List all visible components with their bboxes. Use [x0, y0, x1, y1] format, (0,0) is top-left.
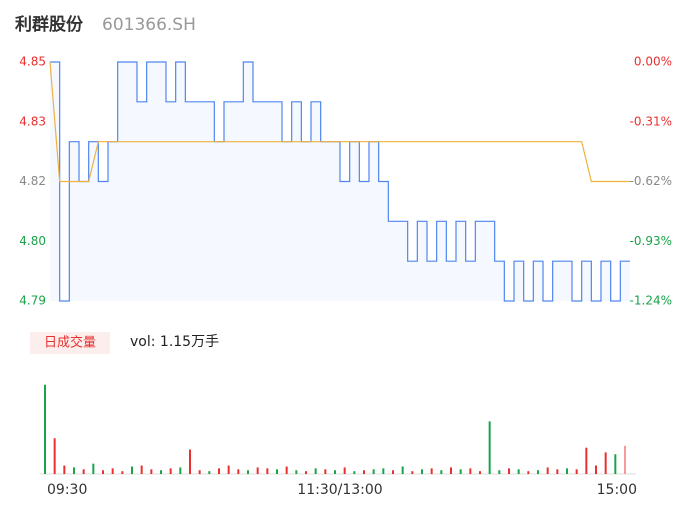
- volume-bar: [517, 469, 520, 474]
- volume-bar: [353, 471, 356, 474]
- volume-bar: [372, 469, 375, 474]
- volume-bar: [411, 471, 414, 474]
- volume-bar: [546, 467, 549, 474]
- volume-bar: [614, 454, 617, 474]
- volume-bar: [430, 468, 433, 474]
- volume-bar: [121, 471, 124, 474]
- volume-bar: [566, 468, 568, 474]
- y-tick-label: 4.85: [19, 55, 46, 69]
- volume-bar: [82, 469, 85, 474]
- y2-tick-label: -1.24%: [630, 294, 672, 308]
- volume-bar: [247, 470, 249, 474]
- volume-bar: [450, 467, 452, 474]
- x-tick-label: 11:30/13:00: [297, 482, 382, 498]
- volume-bar: [488, 421, 491, 474]
- x-tick-label: 09:30: [47, 482, 87, 498]
- volume-bar: [198, 470, 201, 474]
- volume-bar: [111, 468, 114, 474]
- volume-bar: [575, 469, 578, 474]
- volume-bar: [227, 465, 230, 474]
- volume-bar: [343, 467, 346, 474]
- x-tick-label: 15:00: [597, 482, 637, 498]
- volume-bar: [131, 466, 133, 474]
- chart-title: 利群股份: [15, 14, 84, 35]
- y2-tick-label: 0.00%: [634, 55, 672, 69]
- volume-bar: [604, 452, 607, 474]
- volume-title: 日成交量: [44, 335, 96, 351]
- volume-total: vol: 1.15万手: [130, 334, 219, 350]
- volume-bar: [324, 469, 327, 474]
- volume-bar: [305, 471, 307, 474]
- y-tick-label: 4.82: [19, 174, 46, 188]
- volume-bar: [276, 469, 278, 474]
- volume-bar: [314, 468, 317, 474]
- volume-bar: [102, 470, 104, 474]
- volume-bar: [179, 467, 182, 474]
- volume-bar: [624, 445, 626, 474]
- volume-bar: [440, 470, 443, 474]
- volume-bar: [150, 469, 153, 474]
- volume-bar: [73, 467, 75, 474]
- volume-label-bg: [30, 332, 110, 354]
- volume-bar: [595, 465, 597, 474]
- volume-bar: [334, 470, 336, 474]
- stock-code: 601366.SH: [102, 15, 196, 35]
- volume-bar: [218, 468, 220, 474]
- volume-bar: [527, 471, 530, 474]
- volume-bar: [508, 468, 510, 474]
- volume-bar: [63, 465, 66, 474]
- y-tick-label: 4.79: [19, 294, 46, 308]
- volume-bar: [160, 470, 162, 474]
- volume-bar: [421, 469, 423, 474]
- y-tick-label: 4.83: [19, 114, 46, 128]
- avg-line: [49, 61, 630, 183]
- volume-bar: [140, 465, 143, 474]
- volume-bar: [53, 438, 56, 474]
- volume-bar: [363, 470, 365, 474]
- y2-tick-label: -0.31%: [630, 114, 672, 128]
- volume-bar: [44, 384, 46, 474]
- volume-bar: [285, 466, 288, 474]
- volume-bar: [256, 467, 259, 474]
- volume-bar: [208, 471, 211, 474]
- volume-bar: [459, 469, 462, 474]
- y-tick-label: 4.80: [19, 234, 46, 248]
- volume-bar: [392, 470, 394, 474]
- volume-bar: [295, 470, 298, 474]
- volume-bar: [382, 468, 385, 474]
- volume-bar: [498, 470, 501, 474]
- volume-bar: [401, 466, 404, 474]
- volume-bar: [585, 447, 588, 474]
- volume-bar: [556, 469, 559, 474]
- volume-bar: [169, 468, 172, 474]
- volume-bar: [537, 470, 539, 474]
- volume-bar: [237, 469, 240, 474]
- y2-tick-label: -0.93%: [630, 234, 672, 248]
- volume-bar: [479, 471, 481, 474]
- volume-bar: [469, 468, 472, 474]
- volume-bar: [266, 468, 269, 474]
- y2-tick-label: -0.62%: [630, 174, 672, 188]
- volume-bar: [189, 449, 191, 474]
- volume-bar: [92, 463, 95, 474]
